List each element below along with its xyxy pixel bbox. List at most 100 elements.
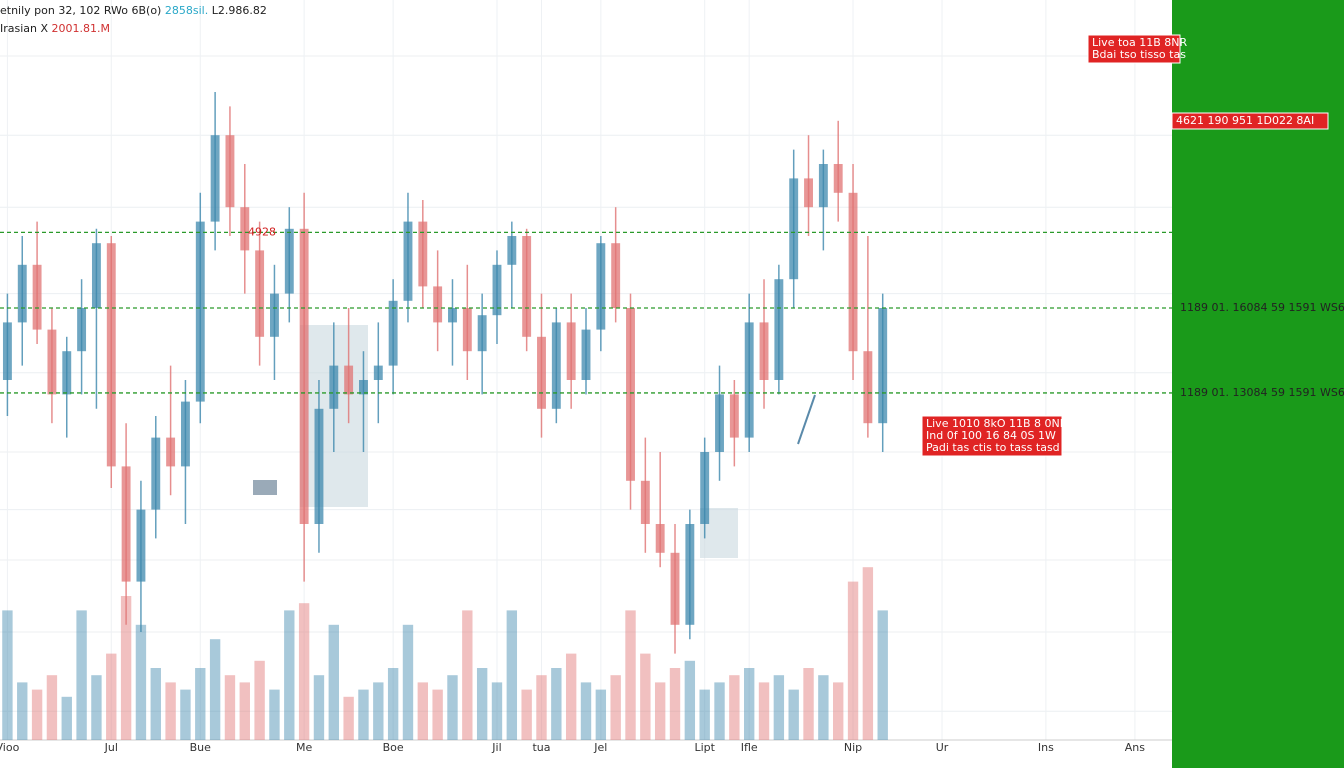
volume-bar	[313, 675, 325, 740]
volume-bar	[684, 660, 696, 740]
candle-body	[314, 408, 324, 524]
annotation-text: 4621 190 951 1D022 8AI	[1176, 114, 1314, 127]
x-tick-label: Bue	[190, 741, 212, 754]
annotation-text: Padi tas ctis to tass tasd	[926, 441, 1060, 454]
header-text: etnily pon 32, 102 RWo 6B(o) 2858sil. L2…	[0, 4, 267, 17]
volume-bar	[803, 668, 814, 740]
volume-bar	[254, 660, 265, 740]
candle-body	[240, 207, 250, 251]
x-tick-label: Ins	[1038, 741, 1054, 754]
candle-body	[225, 135, 235, 208]
candle-body	[62, 351, 72, 395]
x-tick-label: Me	[296, 741, 312, 754]
drawing-line	[797, 394, 816, 445]
candle-body	[284, 228, 294, 294]
candle-body	[774, 279, 784, 380]
candle-body	[551, 322, 561, 409]
candle-body	[581, 329, 591, 380]
candle-body	[566, 322, 576, 380]
annotation-box	[921, 415, 1063, 457]
volume-bar	[432, 689, 443, 740]
x-tick-label: Ur	[936, 741, 949, 754]
candle-body	[166, 437, 176, 467]
candle-body	[255, 250, 265, 337]
candle-body	[492, 264, 502, 316]
volume-bar	[195, 668, 206, 740]
x-tick-label: Vioo	[0, 741, 20, 754]
candle-body	[789, 178, 799, 280]
volume-bar	[343, 696, 354, 740]
annotation-box	[1171, 112, 1329, 130]
x-tick-label: Jil	[491, 741, 501, 754]
volume-bar	[2, 610, 13, 740]
volume-bar	[818, 675, 829, 740]
level-label: 4928	[248, 225, 276, 238]
volume-bar	[76, 610, 87, 740]
candle-body	[744, 322, 754, 438]
candle-body	[848, 192, 858, 352]
candle-body	[863, 351, 873, 424]
volume-bar	[417, 682, 429, 740]
candle-body	[804, 178, 813, 208]
level-label: 1189 01. 13084 59 1591 WS6	[1180, 386, 1344, 399]
candle-body	[522, 236, 532, 337]
volume-bar	[387, 668, 399, 740]
volume-bar	[61, 696, 72, 740]
annotation-text: Live 1010 8kO 11B 8 0NR	[926, 417, 1068, 430]
volume-bar	[239, 682, 250, 740]
volume-bar	[358, 689, 369, 740]
candle-body	[626, 308, 635, 481]
volume-bar	[17, 682, 28, 740]
volume-bar	[833, 682, 844, 740]
candle-body	[195, 221, 205, 402]
volume-bar	[669, 668, 681, 740]
candle-body	[136, 509, 146, 582]
candle-body	[388, 300, 398, 366]
candle-body	[448, 308, 457, 323]
candle-body	[270, 293, 279, 337]
header-text: Irasian X 2001.81.M	[0, 22, 110, 35]
volume-bar	[640, 653, 651, 740]
candle-body	[91, 243, 101, 308]
volume-bar	[328, 624, 339, 740]
annotation-text: Live toa 11B 8NR	[1092, 36, 1188, 49]
volume-bar	[743, 668, 755, 740]
candle-body	[670, 552, 680, 625]
candle-body	[2, 322, 12, 380]
candle-body	[403, 221, 413, 301]
volume-bar	[462, 610, 473, 740]
volume-bar	[135, 624, 147, 740]
x-tick-label: Ans	[1125, 741, 1145, 754]
volume-bar	[402, 624, 414, 740]
candle-body	[17, 264, 27, 323]
candle-body	[685, 524, 695, 625]
annotation-box	[1087, 34, 1181, 64]
volume-bar	[595, 689, 607, 740]
candle-body	[700, 452, 710, 524]
volume-bar	[536, 675, 547, 740]
volume-bar	[729, 675, 740, 740]
volume-bar	[106, 653, 117, 740]
volume-bar	[506, 610, 518, 740]
volume-bar	[551, 668, 562, 740]
candle-body	[596, 243, 606, 330]
volume-bar	[269, 689, 280, 740]
candle-body	[818, 164, 828, 208]
volume-bar	[788, 689, 799, 740]
candle-body	[433, 286, 443, 323]
candle-body	[611, 243, 621, 308]
volume-bar	[209, 639, 221, 740]
candle-body	[359, 380, 368, 395]
x-tick-label: tua	[532, 741, 550, 754]
candle-body	[477, 315, 487, 352]
candle-body	[418, 221, 428, 287]
volume-bar	[91, 675, 102, 740]
volume-bar	[610, 675, 621, 740]
volume-bar	[224, 675, 236, 740]
volume-bar	[46, 675, 58, 740]
volume-bar	[31, 689, 43, 740]
volume-bar	[625, 610, 636, 740]
candle-body	[299, 228, 309, 525]
